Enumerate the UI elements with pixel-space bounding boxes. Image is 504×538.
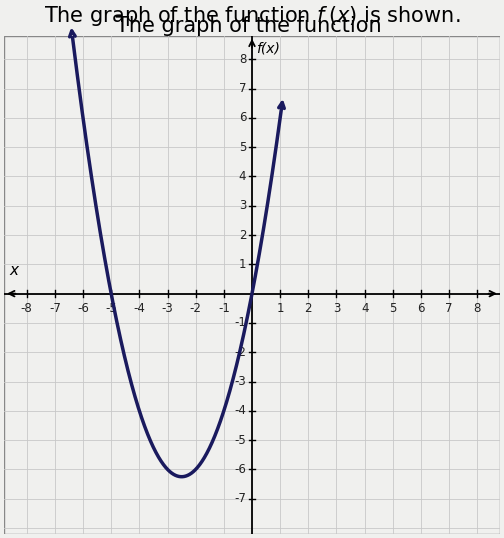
Text: -3: -3 [235,375,246,388]
Text: f(x): f(x) [256,42,280,56]
Text: -4: -4 [234,405,246,417]
Text: 2: 2 [239,229,246,242]
Text: -5: -5 [105,302,117,315]
Text: -2: -2 [234,346,246,359]
Text: -1: -1 [234,316,246,329]
Text: 7: 7 [446,302,453,315]
Text: 8: 8 [474,302,481,315]
Text: -7: -7 [49,302,61,315]
Text: -6: -6 [77,302,89,315]
Title: The graph of the function $f$ $(x)$ is shown.: The graph of the function $f$ $(x)$ is s… [44,4,460,28]
Text: -8: -8 [21,302,33,315]
Text: x: x [10,263,19,278]
Text: 2: 2 [304,302,312,315]
Text: 7: 7 [239,82,246,95]
Text: -6: -6 [234,463,246,476]
Text: 5: 5 [389,302,397,315]
Text: 3: 3 [333,302,340,315]
Text: 1: 1 [239,258,246,271]
Text: 4: 4 [361,302,368,315]
Text: 5: 5 [239,140,246,154]
Text: -2: -2 [190,302,202,315]
Text: -3: -3 [162,302,173,315]
Text: -7: -7 [234,492,246,505]
Text: -4: -4 [134,302,145,315]
Text: 1: 1 [276,302,284,315]
Text: 6: 6 [417,302,425,315]
Text: -1: -1 [218,302,230,315]
Text: -5: -5 [235,434,246,447]
Text: 4: 4 [239,170,246,183]
Text: 3: 3 [239,199,246,213]
Text: 8: 8 [239,53,246,66]
Text: The graph of the function: The graph of the function [116,16,388,36]
Text: 6: 6 [239,111,246,124]
